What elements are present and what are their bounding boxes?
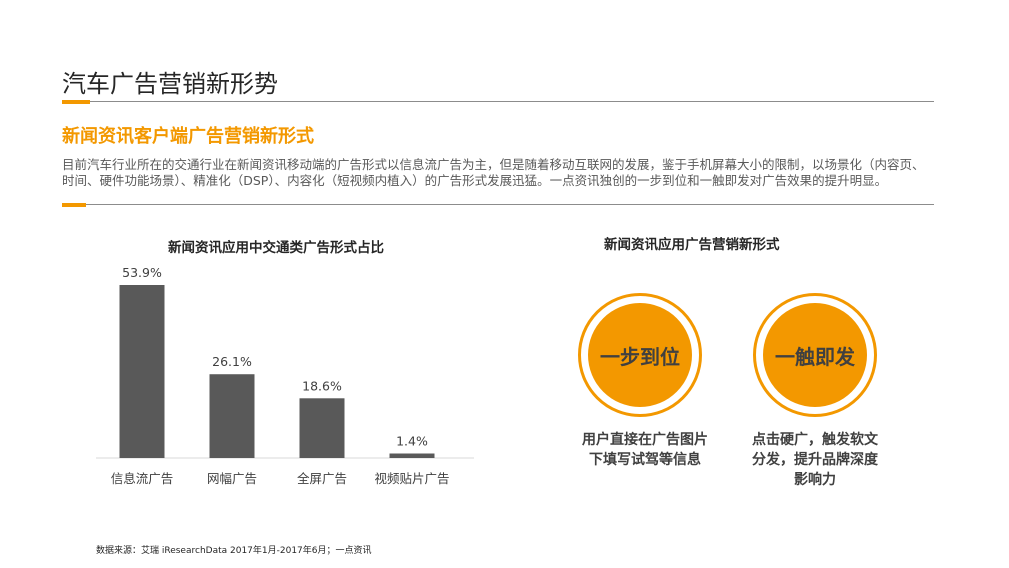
badge-caption-2: 点击硬广，触发软文 分发，提升品牌深度 影响力 [730,430,900,490]
data-label-3: 1.4% [396,434,428,449]
section-heading: 新闻资讯客户端广告营销新形式 [62,126,314,147]
badge-caption-1: 用户直接在广告图片 下填写试驾等信息 [560,430,730,470]
x-tick-label-1: 网幅广告 [207,471,257,486]
caption-2-line-2: 分发，提升品牌深度 [752,452,878,468]
page-title: 汽车广告营销新形势 [62,70,278,98]
caption-2-line-1: 点击硬广，触发软文 [752,432,878,448]
bar-group: 53.9% 信息流广告 26.1% 网幅广告 18.6% 全屏广告 1.4% 视频贴片广告 [111,265,450,486]
intro-accent-bar [62,203,86,207]
source-note: 数据来源：艾瑞 iResearchData 2017年1月-2017年6月；一点… [96,546,372,556]
bar-0 [119,285,165,458]
data-label-1: 26.1% [212,354,252,369]
badge-circle-2: 一触即发 [753,293,877,417]
bar-chart: 新闻资讯应用中交通类广告形式占比 53.9% 信息流广告 26.1% 网幅广告 18.6… [96,239,474,486]
title-divider [62,101,934,102]
intro-line-1: 目前汽车行业所在的交通行业在新闻资讯移动端的广告形式以信息流广告为主，但是随着移… [62,157,925,172]
x-tick-label-3: 视频贴片广告 [374,471,449,486]
caption-1-line-2: 下填写试驾等信息 [589,452,701,468]
caption-1-line-1: 用户直接在广告图片 [582,432,708,448]
data-label-2: 18.6% [302,378,342,393]
intro-divider [62,204,934,205]
x-tick-label-2: 全屏广告 [297,471,347,486]
caption-2-line-3: 影响力 [794,472,836,488]
chart-title: 新闻资讯应用中交通类广告形式占比 [168,239,384,256]
title-accent-bar [62,100,90,104]
intro-line-2: 时间、硬件功能场景）、精准化（DSP）、内容化（短视频内植入）的广告形式发展迅猛… [62,173,888,188]
bar-2 [299,398,345,458]
badge-label-2: 一触即发 [763,303,867,407]
right-panel-heading: 新闻资讯应用广告营销新形式 [604,237,780,253]
x-tick-label-0: 信息流广告 [111,471,174,486]
data-label-0: 53.9% [122,265,162,280]
badge-circle-1: 一步到位 [578,293,702,417]
bar-1 [209,374,255,458]
bar-3 [389,453,435,458]
intro-paragraph: 目前汽车行业所在的交通行业在新闻资讯移动端的广告形式以信息流广告为主，但是随着移… [62,157,942,189]
badge-label-1: 一步到位 [588,303,692,407]
